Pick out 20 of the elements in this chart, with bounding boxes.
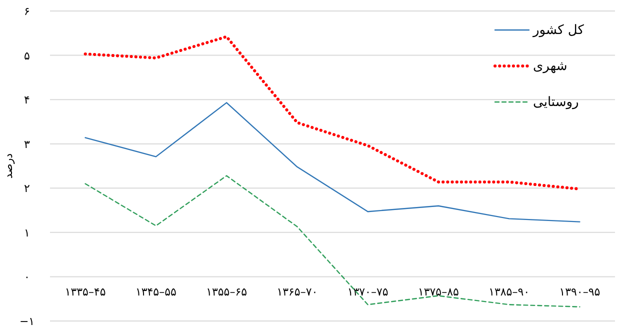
x-tick-label: ۱۳۵۵–۶۵ xyxy=(206,286,248,299)
x-tick-label: ۱۳۹۰–۹۵ xyxy=(559,286,600,299)
y-tick-label: ۳ xyxy=(24,138,30,151)
y-tick-label: ۰ xyxy=(24,270,30,284)
y-tick-label: ۱ xyxy=(24,226,30,240)
y-tick-label: ۶ xyxy=(24,5,30,18)
x-tick-label: ۱۳۷۵–۸۵ xyxy=(418,286,459,299)
legend-label: روستایی xyxy=(533,95,579,110)
y-axis-title: درصد xyxy=(2,153,15,179)
y-tick-label: ۲ xyxy=(24,182,30,196)
y-tick-label: ۴ xyxy=(24,94,30,107)
legend-label: شهری xyxy=(533,59,568,74)
x-tick-label: ۱۳۷۰–۷۵ xyxy=(347,286,388,299)
x-tick-label: ۱۳۶۵–۷۰ xyxy=(276,286,318,299)
x-tick-label: ۱۳۴۵–۵۵ xyxy=(135,286,176,299)
legend-label: کل کشور xyxy=(532,23,585,38)
y-tick-label: −۱ xyxy=(19,315,35,328)
y-tick-label: ۵ xyxy=(24,49,30,62)
x-tick-label: ۱۳۸۵–۹۰ xyxy=(488,286,530,299)
x-tick-label: ۱۳۳۵–۴۵ xyxy=(64,286,106,299)
